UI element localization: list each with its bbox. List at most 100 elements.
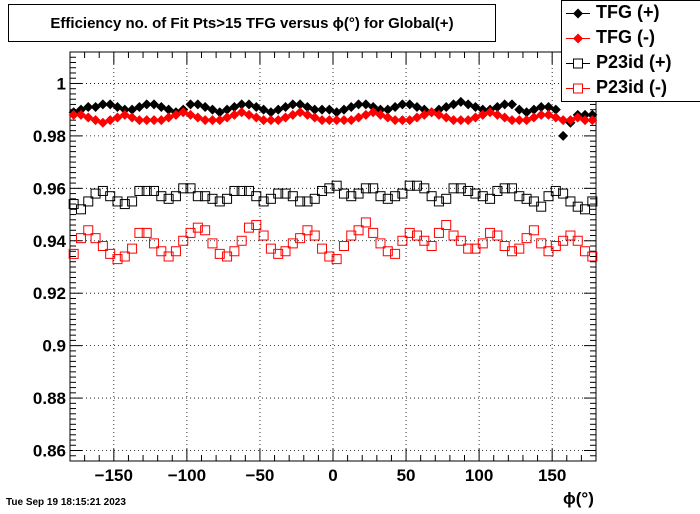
axis-ticks: −150 −100 −50 0 50 100 150 0.86 0.88 0.9 0.92 0.94 0… [33,51,597,485]
data-point [353,225,364,236]
data-point [580,115,591,126]
data-point [309,104,320,115]
data-point [119,199,130,210]
data-point [90,233,101,244]
data-point [185,183,196,194]
data-point [426,241,437,252]
data-point [149,238,160,249]
legend-entry-tfg-minus: TFG (-) [562,26,700,51]
data-point [317,243,328,254]
x-axis-label: ϕ(°) [563,489,594,508]
data-point [492,185,503,196]
data-point [499,241,510,252]
data-point [207,193,218,204]
data-point [506,115,517,126]
data-point [200,191,211,202]
data-point [412,180,423,191]
data-point [514,191,525,202]
y-tick-label: 0.92 [33,284,66,303]
data-point [265,243,276,254]
data-point [105,191,116,202]
data-point [178,183,189,194]
data-point [243,185,254,196]
data-point [68,199,79,210]
data-point [222,193,233,204]
data-point [141,185,152,196]
data-point [587,251,598,262]
data-point [558,130,569,141]
data-point [477,191,488,202]
x-tick-label: 100 [465,466,493,485]
data-point [287,238,298,249]
legend-label: TFG (-) [596,27,655,47]
data-point [192,191,203,202]
data-point [141,227,152,238]
data-point [265,193,276,204]
data-point [448,115,459,126]
data-point [404,180,415,191]
data-point [170,246,181,257]
data-point [331,180,342,191]
y-tick-label: 0.9 [42,337,66,356]
data-point [499,99,510,110]
data-point [141,115,152,126]
data-point [558,188,569,199]
data-point [200,115,211,126]
data-point [360,217,371,228]
data-point [90,188,101,199]
x-tick-label: −50 [246,466,275,485]
data-point [397,188,408,199]
legend-entry-p23id-plus: P23id (+) [562,51,700,76]
data-point [75,204,86,215]
data-point [258,230,269,241]
data-point [441,220,452,231]
data-point [258,196,269,207]
data-point [309,230,320,241]
data-point [280,188,291,199]
data-point [156,191,167,202]
y-tick-label: 0.94 [33,232,67,251]
data-point [580,246,591,257]
data-point [163,251,174,262]
data-point [368,183,379,194]
data-point [463,185,474,196]
data-point [317,104,328,115]
legend: TFG (+) TFG (-) P23id (+) P23id (-) [561,0,700,102]
series-1 [68,107,598,128]
data-point [222,251,233,262]
data-point [514,115,525,126]
data-point [243,222,254,233]
data-point [178,235,189,246]
chart-title: Efficiency no. of Fit Pts>15 TFG versus … [8,4,496,42]
data-point [295,196,306,207]
data-point [207,238,218,249]
data-point [236,185,247,196]
data-point [83,102,94,113]
data-point [280,246,291,257]
data-point [295,233,306,244]
data-point [536,201,547,212]
data-point [287,99,298,110]
data-point [404,227,415,238]
data-point [492,230,503,241]
data-point [448,230,459,241]
data-point [331,115,342,126]
data-point [134,115,145,126]
data-point [207,115,218,126]
data-point [565,230,576,241]
data-point [353,99,364,110]
data-point [127,196,138,207]
data-point [134,227,145,238]
data-point [338,115,349,126]
data-point [236,235,247,246]
data-point [572,235,583,246]
data-point [185,99,196,110]
data-point [236,99,247,110]
data-point [97,241,108,252]
data-point [382,193,393,204]
data-point [419,235,430,246]
data-point [229,185,240,196]
data-point [558,235,569,246]
data-point [455,115,466,126]
